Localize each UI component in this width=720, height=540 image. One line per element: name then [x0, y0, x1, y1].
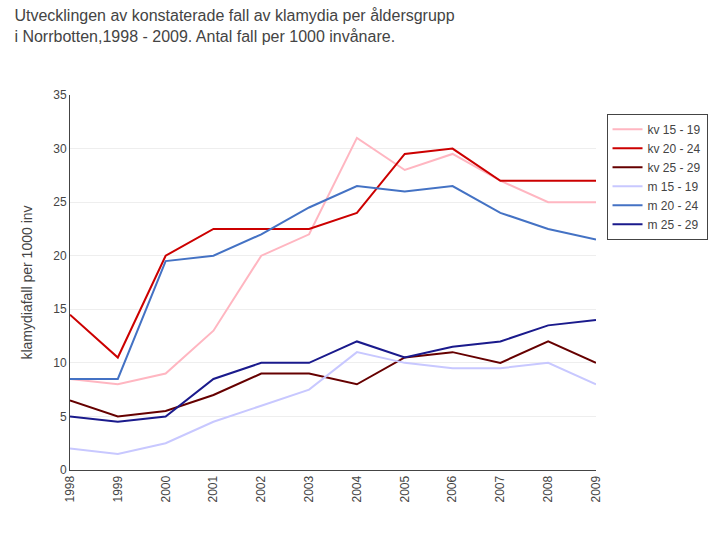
svg-text:2000: 2000: [159, 475, 173, 502]
svg-text:0: 0: [60, 463, 67, 477]
svg-text:klamydiafall per 1000 inv: klamydiafall per 1000 inv: [19, 205, 35, 359]
svg-text:m 20 - 24: m 20 - 24: [648, 199, 699, 213]
svg-text:kv 25 - 29: kv 25 - 29: [648, 161, 701, 175]
svg-text:2001: 2001: [206, 475, 220, 502]
svg-text:35: 35: [53, 88, 67, 102]
svg-text:2008: 2008: [541, 475, 555, 502]
svg-text:2007: 2007: [493, 475, 507, 502]
svg-text:kv 15 - 19: kv 15 - 19: [648, 123, 701, 137]
svg-text:30: 30: [53, 142, 67, 156]
svg-text:1998: 1998: [63, 475, 77, 502]
svg-text:2006: 2006: [445, 475, 459, 502]
svg-text:kv 20 - 24: kv 20 - 24: [648, 142, 701, 156]
svg-text:2009: 2009: [589, 475, 603, 502]
svg-text:25: 25: [53, 195, 67, 209]
svg-text:2005: 2005: [398, 475, 412, 502]
svg-text:5: 5: [60, 410, 67, 424]
svg-text:2002: 2002: [254, 475, 268, 502]
svg-text:15: 15: [53, 302, 67, 316]
svg-text:1999: 1999: [111, 475, 125, 502]
svg-text:Utvecklingen av konstaterade f: Utvecklingen av konstaterade fall av kla…: [14, 7, 454, 45]
svg-text:2004: 2004: [350, 475, 364, 502]
svg-text:20: 20: [53, 249, 67, 263]
svg-text:2003: 2003: [302, 475, 316, 502]
svg-text:10: 10: [53, 356, 67, 370]
svg-text:m 25 - 29: m 25 - 29: [648, 218, 699, 232]
svg-text:m 15 - 19: m 15 - 19: [648, 180, 699, 194]
